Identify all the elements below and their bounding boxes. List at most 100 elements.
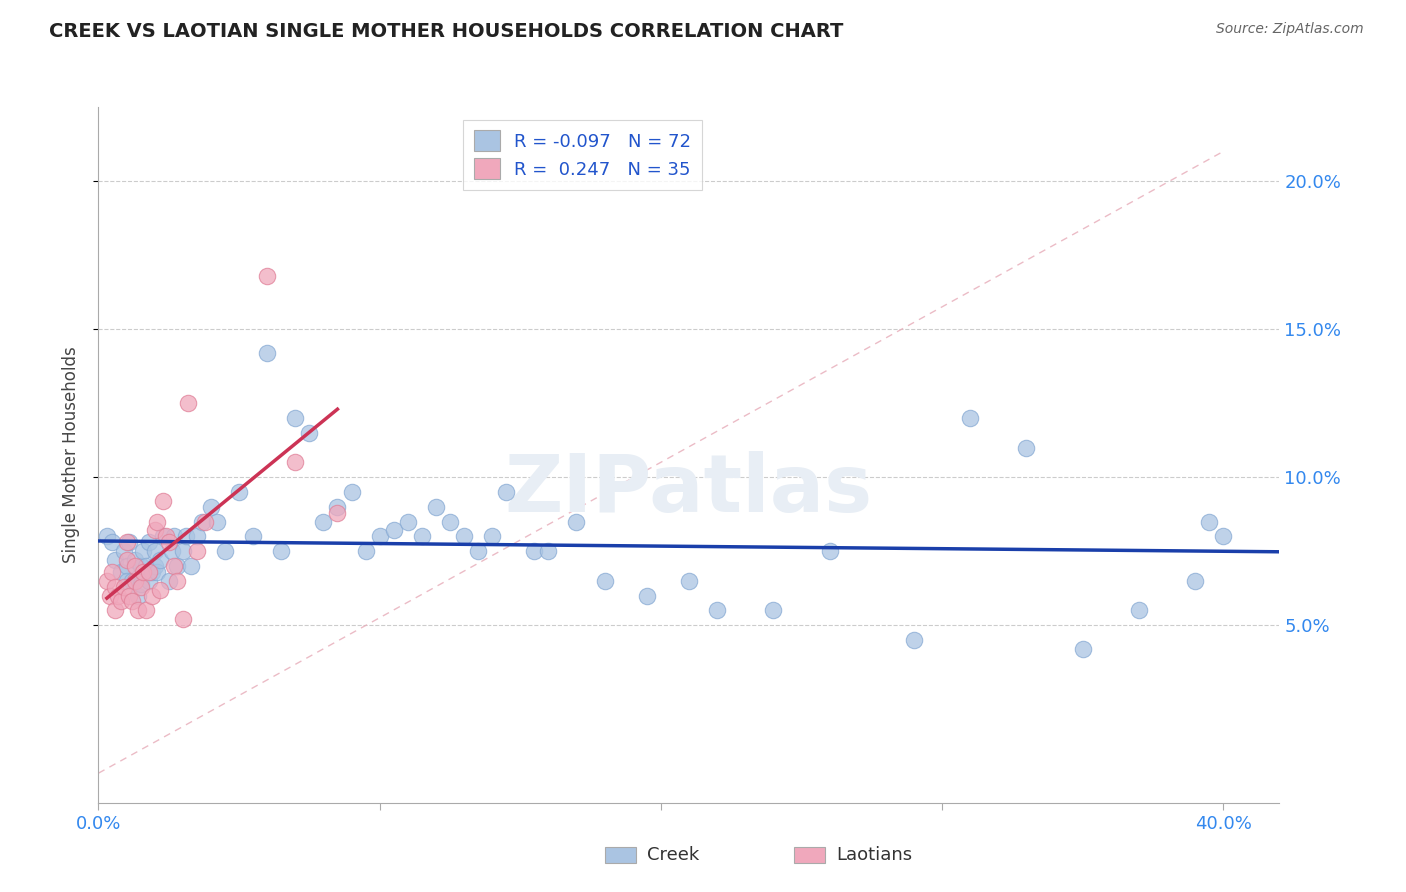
Point — [228, 484, 250, 499]
Point — [1015, 441, 1038, 455]
Point — [425, 500, 447, 514]
Point — [138, 535, 160, 549]
Point — [678, 574, 700, 588]
Point — [298, 425, 321, 440]
Point — [453, 529, 475, 543]
Point — [104, 580, 127, 594]
Point — [115, 574, 138, 588]
Point — [186, 529, 208, 543]
Point — [481, 529, 503, 543]
Point — [152, 493, 174, 508]
Point — [138, 574, 160, 588]
Point — [146, 515, 169, 529]
Point — [115, 553, 138, 567]
Point — [149, 582, 172, 597]
Point — [191, 515, 214, 529]
Point — [411, 529, 433, 543]
Point — [132, 565, 155, 579]
Point — [138, 565, 160, 579]
Point — [903, 632, 925, 647]
Point — [146, 565, 169, 579]
Point — [124, 574, 146, 588]
Point — [172, 544, 194, 558]
Point — [636, 589, 658, 603]
Point — [129, 576, 152, 591]
Point — [368, 529, 391, 543]
Point — [495, 484, 517, 499]
Point — [129, 558, 152, 573]
Point — [118, 589, 141, 603]
Point — [326, 500, 349, 514]
Point — [959, 411, 981, 425]
Point — [127, 603, 149, 617]
Point — [180, 558, 202, 573]
Point — [186, 544, 208, 558]
Point — [194, 515, 217, 529]
Point — [537, 544, 560, 558]
Point — [593, 574, 616, 588]
Text: Creek: Creek — [647, 847, 699, 864]
Point — [98, 589, 121, 603]
Point — [354, 544, 377, 558]
Point — [157, 574, 180, 588]
Point — [200, 500, 222, 514]
Point — [110, 594, 132, 608]
Point — [242, 529, 264, 543]
Point — [141, 565, 163, 579]
Point — [166, 574, 188, 588]
Point — [166, 558, 188, 573]
Point — [143, 544, 166, 558]
Point — [1198, 515, 1220, 529]
Text: Laotians: Laotians — [837, 847, 912, 864]
Point — [115, 558, 138, 573]
Point — [107, 589, 129, 603]
Point — [284, 455, 307, 469]
Point — [214, 544, 236, 558]
Point — [115, 535, 138, 549]
Point — [312, 515, 335, 529]
Y-axis label: Single Mother Households: Single Mother Households — [62, 347, 80, 563]
Point — [382, 524, 405, 538]
Text: Source: ZipAtlas.com: Source: ZipAtlas.com — [1216, 22, 1364, 37]
Point — [396, 515, 419, 529]
Point — [1184, 574, 1206, 588]
Point — [163, 529, 186, 543]
Point — [762, 603, 785, 617]
Point — [270, 544, 292, 558]
Point — [129, 580, 152, 594]
Point — [284, 411, 307, 425]
Point — [160, 544, 183, 558]
Point — [112, 544, 135, 558]
Point — [132, 544, 155, 558]
Point — [135, 603, 157, 617]
Point — [1071, 641, 1094, 656]
Point — [172, 612, 194, 626]
Point — [121, 594, 143, 608]
Point — [112, 580, 135, 594]
Point — [340, 484, 363, 499]
Point — [439, 515, 461, 529]
Text: CREEK VS LAOTIAN SINGLE MOTHER HOUSEHOLDS CORRELATION CHART: CREEK VS LAOTIAN SINGLE MOTHER HOUSEHOLD… — [49, 22, 844, 41]
Point — [118, 535, 141, 549]
Point — [124, 558, 146, 573]
Text: ZIPatlas: ZIPatlas — [505, 450, 873, 529]
Point — [135, 558, 157, 573]
Point — [104, 603, 127, 617]
Point — [143, 558, 166, 573]
Point — [256, 345, 278, 359]
Point — [157, 535, 180, 549]
Point — [174, 529, 197, 543]
Point — [143, 524, 166, 538]
Point — [818, 544, 841, 558]
Point — [124, 553, 146, 567]
Point — [155, 529, 177, 543]
Point — [101, 565, 124, 579]
Point — [565, 515, 588, 529]
Point — [326, 506, 349, 520]
Point — [1128, 603, 1150, 617]
Point — [177, 396, 200, 410]
Point — [523, 544, 546, 558]
Point — [96, 574, 118, 588]
Point — [256, 268, 278, 283]
Point — [141, 589, 163, 603]
